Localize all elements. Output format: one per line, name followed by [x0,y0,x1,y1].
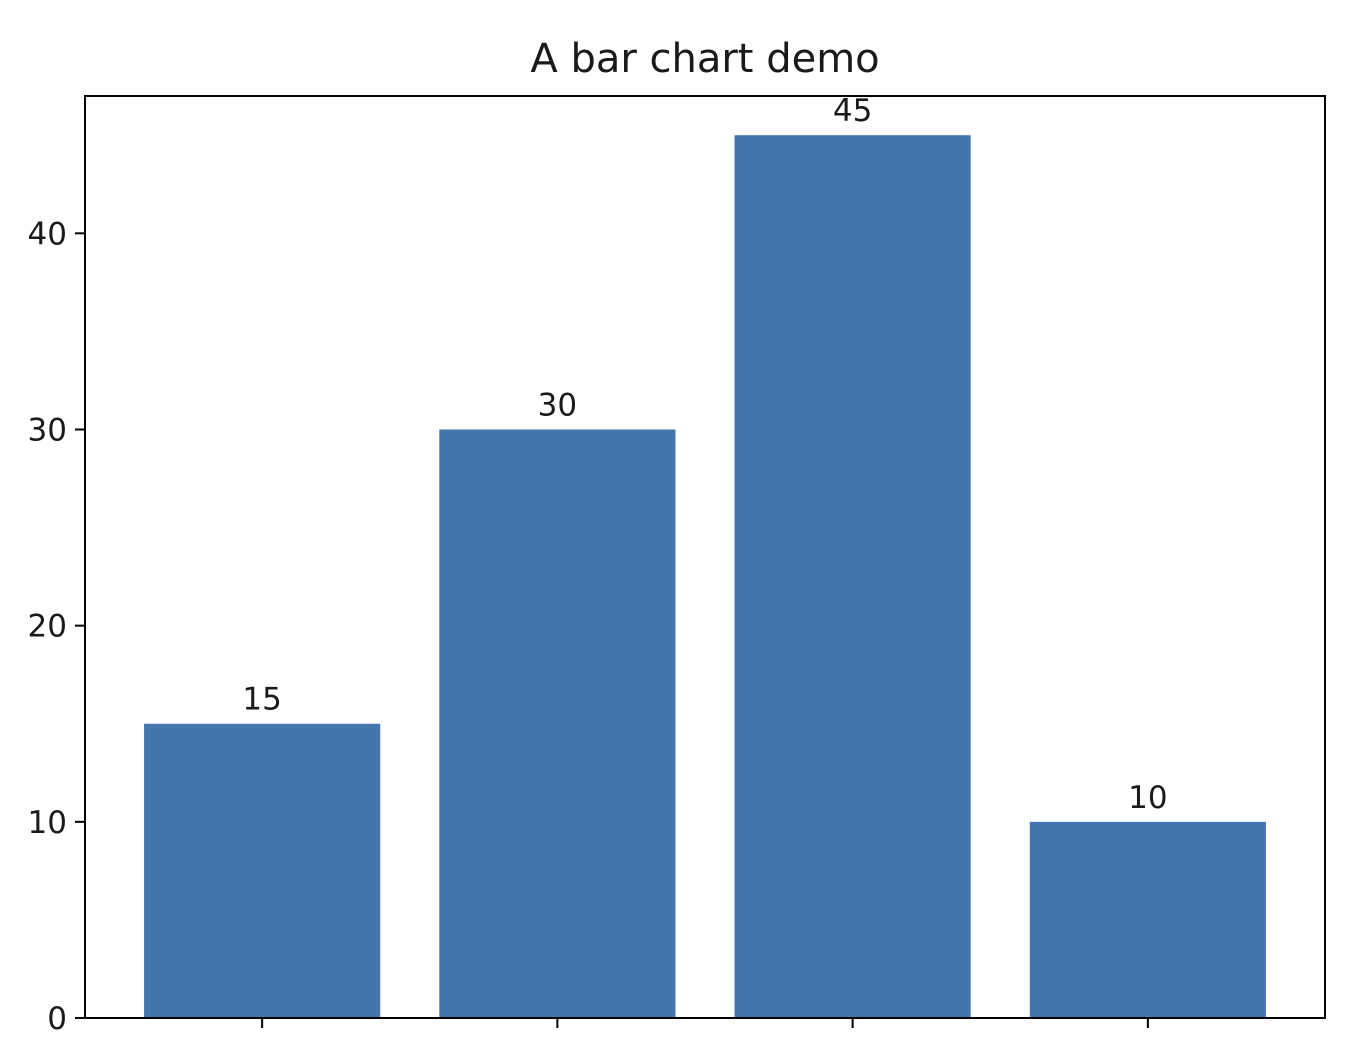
y-tick-label: 20 [28,609,67,645]
bars-layer [144,135,1266,1019]
bar [1029,821,1266,1018]
bar-value-label: 10 [1128,780,1167,816]
plot-frame [84,95,1326,1019]
y-tick-label: 10 [28,805,67,841]
bar-value-label: 15 [242,682,281,718]
y-tick-label: 30 [28,412,67,448]
x-axis [261,1018,1149,1028]
data-labels-layer: 15 30 45 10 [242,93,1167,816]
y-axis: 0 10 20 30 40 [28,216,85,1037]
bar [144,723,381,1018]
bar [439,429,676,1018]
y-tick-label: 40 [28,216,67,252]
chart-title: A bar chart demo [530,36,879,82]
y-tick-label: 0 [47,1001,67,1037]
bar-value-label: 30 [538,387,577,423]
bar [734,135,971,1019]
bar-value-label: 45 [833,93,872,129]
